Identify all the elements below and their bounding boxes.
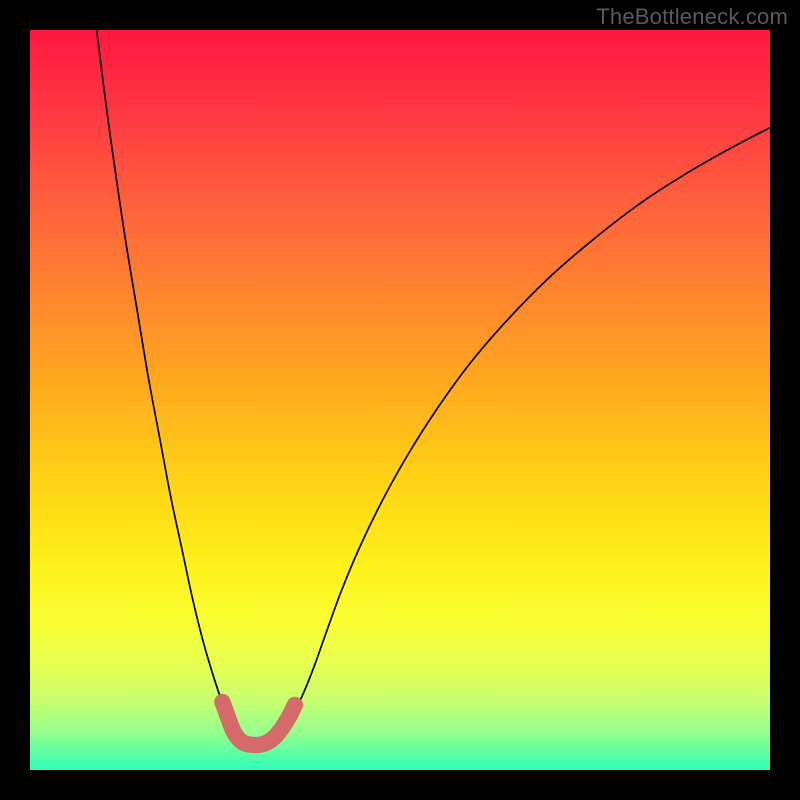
chart-svg	[30, 30, 770, 770]
chart-frame: TheBottleneck.com	[0, 0, 800, 800]
gradient-background	[30, 30, 770, 770]
plot-area	[30, 30, 770, 770]
watermark-text: TheBottleneck.com	[596, 4, 788, 30]
